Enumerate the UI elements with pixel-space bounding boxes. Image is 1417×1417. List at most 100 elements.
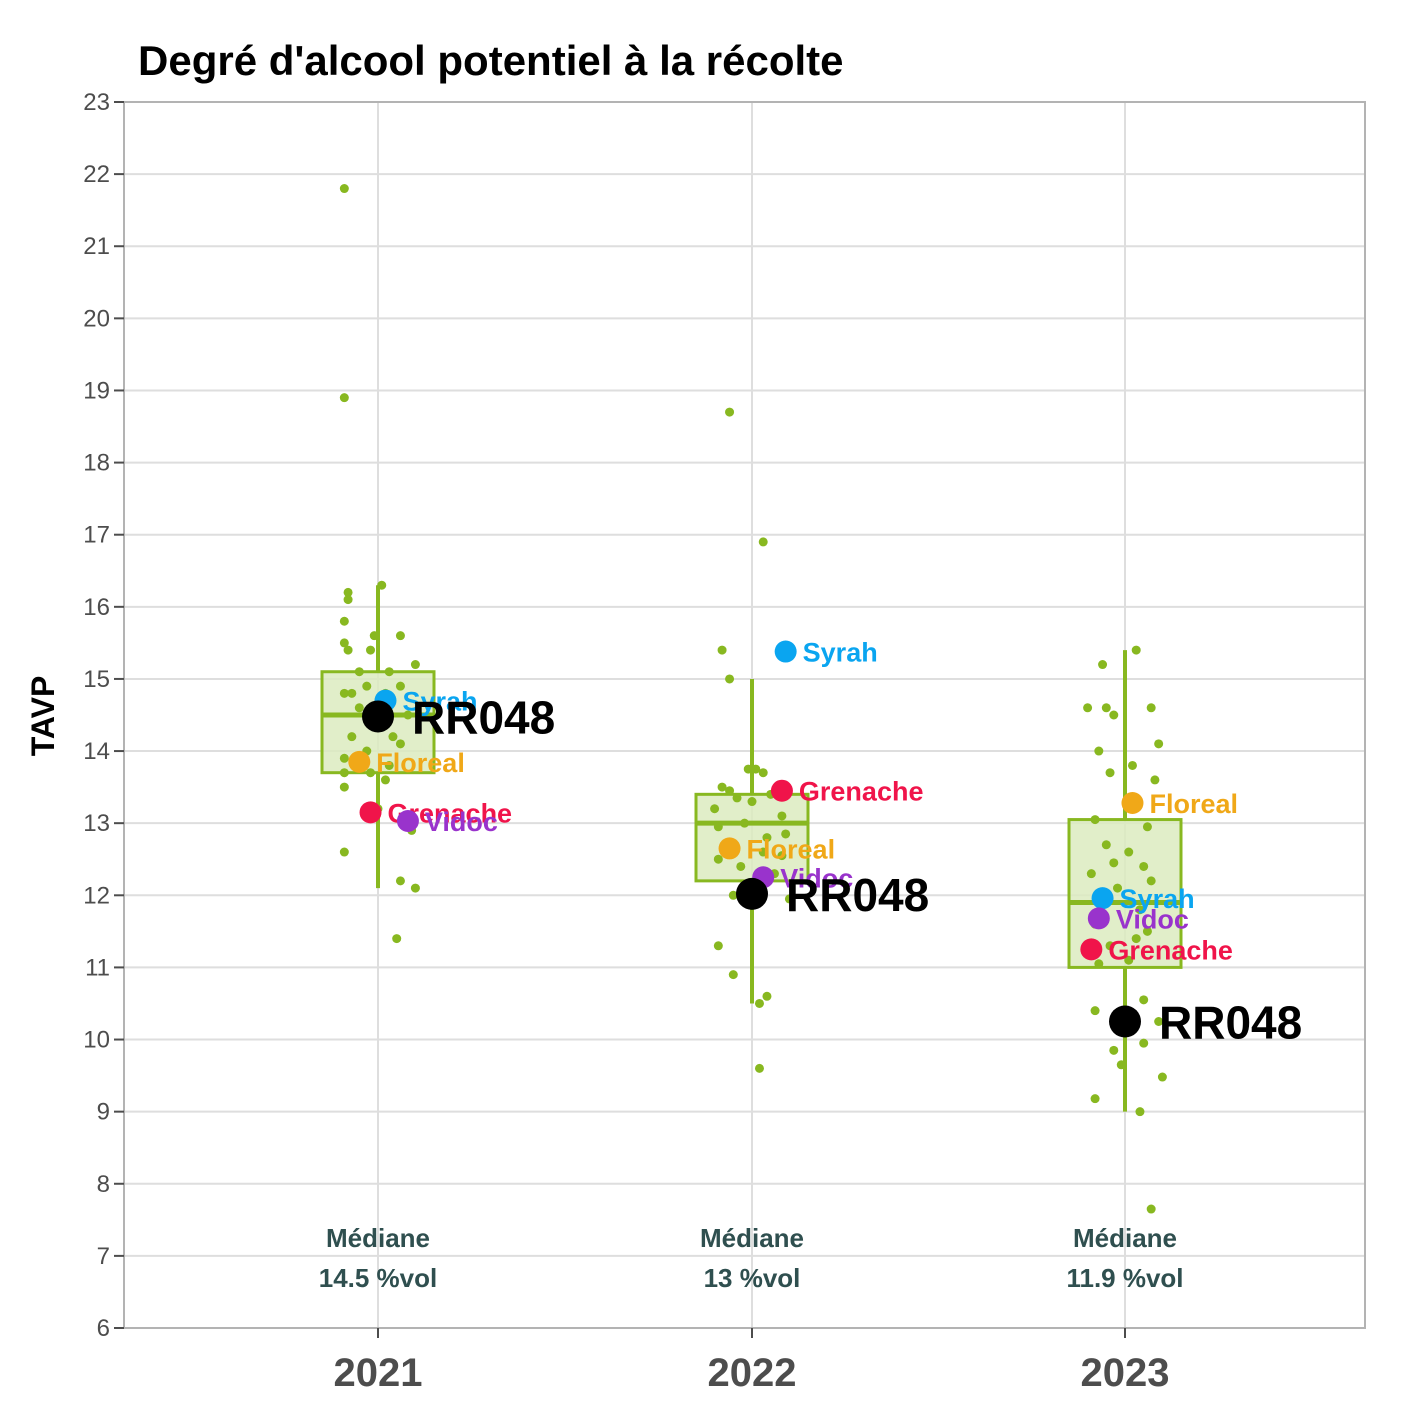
data-point	[377, 580, 387, 590]
data-point	[354, 703, 364, 713]
data-point	[395, 876, 405, 886]
data-point	[1094, 959, 1104, 969]
ref-point-floreal	[718, 837, 741, 860]
data-point	[369, 631, 379, 641]
data-point	[1146, 876, 1156, 886]
data-point	[380, 775, 390, 785]
data-point	[713, 854, 723, 864]
median-label: Médiane	[700, 1223, 804, 1253]
data-point	[343, 645, 353, 655]
y-tick-label: 23	[83, 89, 110, 116]
data-point	[713, 822, 723, 832]
data-point	[754, 998, 764, 1008]
data-point	[784, 894, 794, 904]
data-point	[1090, 1006, 1100, 1016]
ref-point-vidoc	[396, 810, 419, 833]
data-point	[339, 393, 349, 403]
data-point	[728, 970, 738, 980]
chart-title: Degré d'alcool potentiel à la récolte	[138, 37, 844, 84]
data-point	[1131, 934, 1141, 944]
data-point	[339, 688, 349, 698]
data-point	[339, 753, 349, 763]
data-point	[1109, 710, 1119, 720]
ref-label-floreal: Floreal	[376, 748, 465, 778]
median-value: 11.9 %vol	[1066, 1263, 1183, 1293]
data-point	[410, 883, 420, 893]
ref-label-vidoc: Vidoc	[1116, 904, 1189, 934]
data-point	[1154, 1017, 1164, 1026]
data-point	[740, 818, 750, 828]
median-label: Médiane	[1073, 1223, 1177, 1253]
y-tick-label: 15	[83, 666, 110, 693]
ref-point-grenache	[359, 801, 382, 824]
data-point	[732, 793, 742, 803]
ref-label-syrah: Syrah	[1120, 884, 1195, 914]
data-point	[1094, 746, 1104, 756]
data-point	[347, 688, 357, 698]
y-tick-label: 6	[97, 1315, 110, 1342]
data-point	[1146, 703, 1156, 713]
data-point	[717, 645, 727, 655]
data-point	[728, 890, 738, 900]
data-point	[1139, 1038, 1149, 1048]
ref-label-vidoc: Vidoc	[425, 807, 498, 837]
y-axis: 6 7 8 9 10 11 12 13 14 15 16 17 18 19 20 21 22 23	[83, 89, 124, 1342]
ref-point-syrah	[1091, 887, 1114, 910]
data-point	[392, 934, 402, 944]
y-tick-label: 13	[83, 810, 110, 837]
data-point	[1109, 858, 1119, 868]
data-point	[762, 991, 772, 1001]
data-point	[725, 786, 735, 796]
data-point	[1109, 1045, 1119, 1055]
data-point	[339, 616, 349, 626]
y-tick-label: 11	[85, 954, 110, 981]
y-tick-label: 19	[83, 377, 110, 404]
data-point	[343, 595, 353, 605]
data-point	[1105, 941, 1115, 951]
x-axis: 2021 2022 2023	[334, 1328, 1169, 1395]
data-point	[1124, 847, 1134, 857]
data-point	[1139, 995, 1149, 1005]
data-point	[339, 184, 349, 194]
data-point	[362, 681, 372, 691]
data-point	[758, 768, 768, 778]
data-point	[1146, 1204, 1156, 1214]
median-annotations: Médiane 14.5 %vol Médiane 13 %vol Médiane 11.…	[319, 1223, 1184, 1293]
data-point	[777, 811, 787, 821]
data-point	[758, 847, 768, 857]
data-point	[1142, 926, 1152, 936]
data-point	[339, 847, 349, 857]
main-label-rr048: RR048	[786, 869, 929, 921]
data-point	[339, 768, 349, 778]
data-point	[743, 764, 753, 774]
ref-point-grenache	[770, 779, 793, 802]
y-tick-label: 21	[83, 233, 110, 260]
plot-border	[123, 101, 1366, 1329]
data-point	[395, 681, 405, 691]
data-point	[1124, 955, 1134, 965]
data-point	[1105, 768, 1115, 778]
data-point	[1098, 660, 1108, 670]
y-tick-label: 10	[83, 1027, 110, 1054]
y-tick-label: 8	[97, 1171, 110, 1198]
main-point-rr048	[362, 700, 394, 733]
main-point-rr048	[736, 877, 768, 910]
ref-label-grenache: Grenache	[1108, 935, 1233, 965]
data-point	[1157, 1072, 1167, 1082]
reference-varieties: SyrahFlorealGrenacheVidocRR048SyrahGrena…	[348, 638, 1302, 1049]
data-point	[777, 851, 787, 861]
data-point	[339, 638, 349, 648]
data-point	[395, 739, 405, 749]
data-point	[758, 537, 768, 547]
data-point	[343, 587, 353, 597]
data-point	[410, 660, 420, 670]
main-label-rr048: RR048	[1159, 997, 1302, 1049]
ref-label-syrah: Syrah	[803, 638, 878, 668]
ref-point-vidoc	[1087, 907, 1110, 930]
data-point	[1135, 905, 1145, 915]
y-tick-label: 17	[83, 522, 110, 549]
x-tick-label: 2022	[708, 1351, 797, 1395]
data-point	[762, 833, 772, 843]
data-point	[339, 782, 349, 792]
data-point	[1090, 1094, 1100, 1104]
